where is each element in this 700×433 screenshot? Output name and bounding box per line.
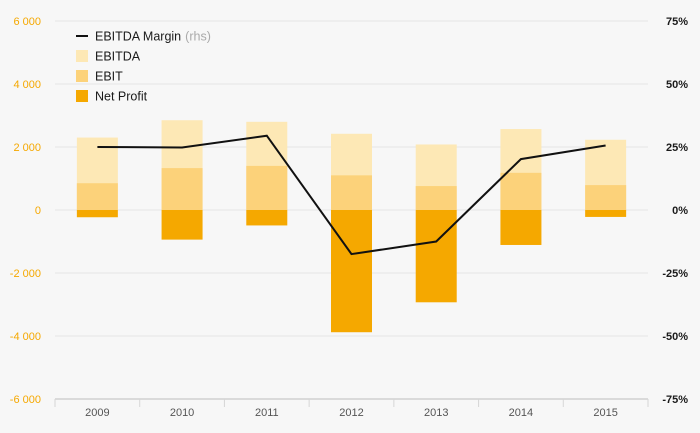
y-right-tick-label: -50%	[662, 331, 688, 343]
y-left-tick-label: 2 000	[13, 142, 41, 154]
ebit-bar	[500, 172, 542, 210]
ebit-bar	[415, 186, 457, 210]
x-tick-label: 2012	[339, 407, 363, 419]
ebit-bar	[161, 168, 203, 210]
legend-label-ebitda-margin: EBITDA Margin	[95, 30, 181, 44]
y-right-tick-label: 0%	[672, 205, 688, 217]
ebit-bar	[331, 175, 372, 210]
y-left-tick-label: 4 000	[13, 79, 41, 91]
legend-label-ebit: EBIT	[95, 70, 123, 84]
y-left-tick-label: -6 000	[10, 394, 41, 406]
legend-suffix-rhs: (rhs)	[185, 30, 211, 44]
y-right-tick-label: 25%	[666, 142, 688, 154]
net-profit-bar	[500, 210, 542, 245]
legend-label-ebitda: EBITDA	[95, 50, 141, 64]
ebitda-margin-line	[97, 134, 606, 256]
net-profit-bar	[585, 210, 627, 217]
ebit-bar	[76, 183, 118, 210]
y-left-tick-label: 6 000	[13, 16, 41, 28]
ebit-bar	[585, 185, 627, 210]
y-right-tick-label: -75%	[662, 394, 688, 406]
net-profit-bar	[415, 210, 457, 303]
y-right-tick-label: 75%	[666, 16, 688, 28]
legend-swatch-ebitda	[76, 50, 88, 62]
legend-swatch-net-profit	[76, 90, 88, 102]
net-profit-bar	[246, 210, 288, 226]
x-tick-label: 2009	[85, 407, 109, 419]
y-right-tick-label: -25%	[662, 268, 688, 280]
y-right-tick-label: 50%	[666, 79, 688, 91]
ebit-bar	[246, 165, 288, 210]
net-profit-bar	[76, 210, 118, 218]
y-left-tick-label: -2 000	[10, 268, 41, 280]
y-left-tick-label: 0	[35, 205, 41, 217]
net-profit-bar	[161, 210, 203, 240]
y-left-tick-label: -4 000	[10, 331, 41, 343]
x-tick-label: 2010	[170, 407, 194, 419]
legend-swatch-ebit	[76, 70, 88, 82]
legend-label-net-profit: Net Profit	[95, 90, 148, 104]
net-profit-bar	[331, 210, 372, 333]
x-tick-label: 2014	[509, 407, 533, 419]
x-tick-label: 2013	[424, 407, 448, 419]
x-tick-label: 2015	[593, 407, 617, 419]
x-tick-label: 2011	[255, 407, 279, 419]
